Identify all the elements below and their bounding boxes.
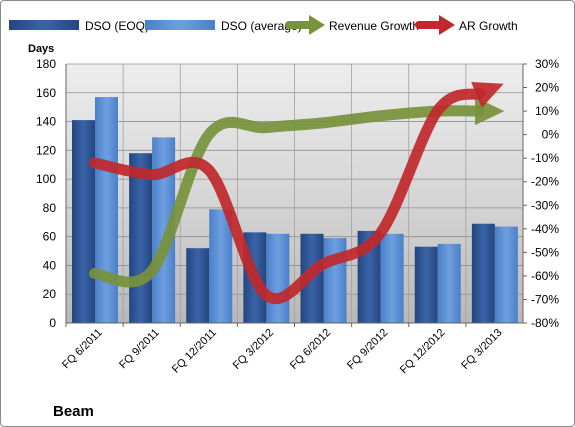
- bar-dso-average: [209, 209, 233, 323]
- left-tick-label: 160: [36, 86, 56, 100]
- bar-dso-average: [494, 226, 518, 323]
- x-tick-label: FQ 6/2012: [288, 327, 333, 372]
- bar-dso-eoq: [186, 248, 210, 323]
- bar-dso-average: [437, 243, 461, 323]
- legend-arrow-revenue-growth: [309, 15, 325, 35]
- x-tick-label: FQ 6/2011: [60, 327, 105, 372]
- legend-swatch-dso-average: [145, 20, 215, 30]
- legend-label-dso-average: DSO (average): [221, 19, 302, 33]
- bar-dso-average: [152, 137, 176, 323]
- left-tick-label: 20: [43, 287, 57, 301]
- bar-dso-eoq: [414, 246, 438, 323]
- left-tick-label: 40: [43, 258, 57, 272]
- right-tick-label: -70%: [531, 292, 559, 306]
- chart-title: Beam: [53, 403, 94, 420]
- legend-label-revenue-growth: Revenue Growth: [329, 19, 419, 33]
- left-tick-label: 140: [36, 115, 56, 129]
- right-tick-label: -40%: [531, 222, 559, 236]
- left-tick-label: 80: [43, 201, 57, 215]
- left-tick-label: 100: [36, 172, 56, 186]
- right-tick-label: -60%: [531, 269, 559, 283]
- left-tick-label: 120: [36, 143, 56, 157]
- legend-arrow-ar-growth: [439, 15, 455, 35]
- bar-dso-eoq: [471, 223, 495, 323]
- x-tick-label: FQ 3/2013: [459, 327, 504, 372]
- right-tick-label: -10%: [531, 151, 559, 165]
- bar-dso-average: [95, 97, 118, 323]
- y-axis-label: Days: [28, 43, 54, 55]
- bar-dso-average: [323, 238, 347, 323]
- x-tick-label: FQ 9/2012: [345, 327, 390, 372]
- x-tick-label: FQ 12/2011: [170, 327, 219, 376]
- ar-growth-line: [89, 87, 486, 305]
- legend-swatch-dso-eoq: [9, 20, 79, 30]
- bar-dso-eoq: [72, 120, 95, 323]
- right-tick-label: 10%: [535, 104, 559, 118]
- x-tick-label: FQ 12/2012: [398, 327, 448, 377]
- right-tick-label: -20%: [531, 175, 559, 189]
- left-tick-label: 60: [43, 230, 57, 244]
- legend-label-ar-growth: AR Growth: [459, 19, 518, 33]
- revenue-growth-line: [89, 105, 485, 288]
- legend-label-dso-eoq: DSO (EOQ): [85, 19, 149, 33]
- left-tick-label: 0: [49, 316, 56, 330]
- bar-dso-average: [380, 233, 404, 323]
- right-tick-label: -30%: [531, 198, 559, 212]
- bar-dso-average: [266, 233, 290, 323]
- right-tick-label: -80%: [531, 316, 559, 330]
- ar-growth-arrowhead: [471, 81, 504, 108]
- right-tick-label: -50%: [531, 245, 559, 259]
- x-tick-label: FQ 3/2012: [231, 327, 276, 372]
- x-tick-label: FQ 9/2011: [117, 327, 162, 372]
- right-tick-label: 20%: [535, 81, 559, 95]
- right-tick-label: 30%: [535, 57, 559, 71]
- left-tick-label: 180: [36, 57, 56, 71]
- right-tick-label: 0%: [542, 128, 560, 142]
